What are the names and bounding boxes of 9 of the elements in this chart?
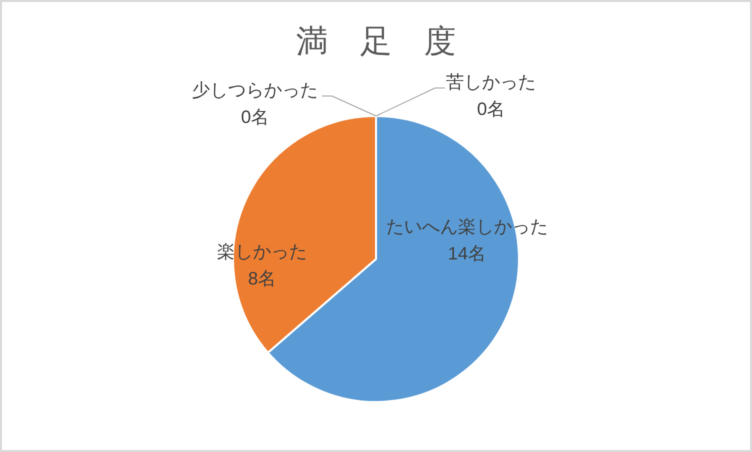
category-label: 苦しかった [446, 72, 536, 92]
text: 0名 [240, 107, 270, 127]
slice-label: 楽しかった [217, 242, 308, 262]
category-label: 少しつらかった [192, 80, 318, 100]
text: 0名 [476, 99, 506, 119]
data-label: 14名 [448, 243, 486, 264]
slice-label: たいへん楽しかった [386, 216, 548, 236]
data-label: 8名 [248, 268, 276, 289]
chart-title: 満 足 度 [296, 23, 456, 59]
